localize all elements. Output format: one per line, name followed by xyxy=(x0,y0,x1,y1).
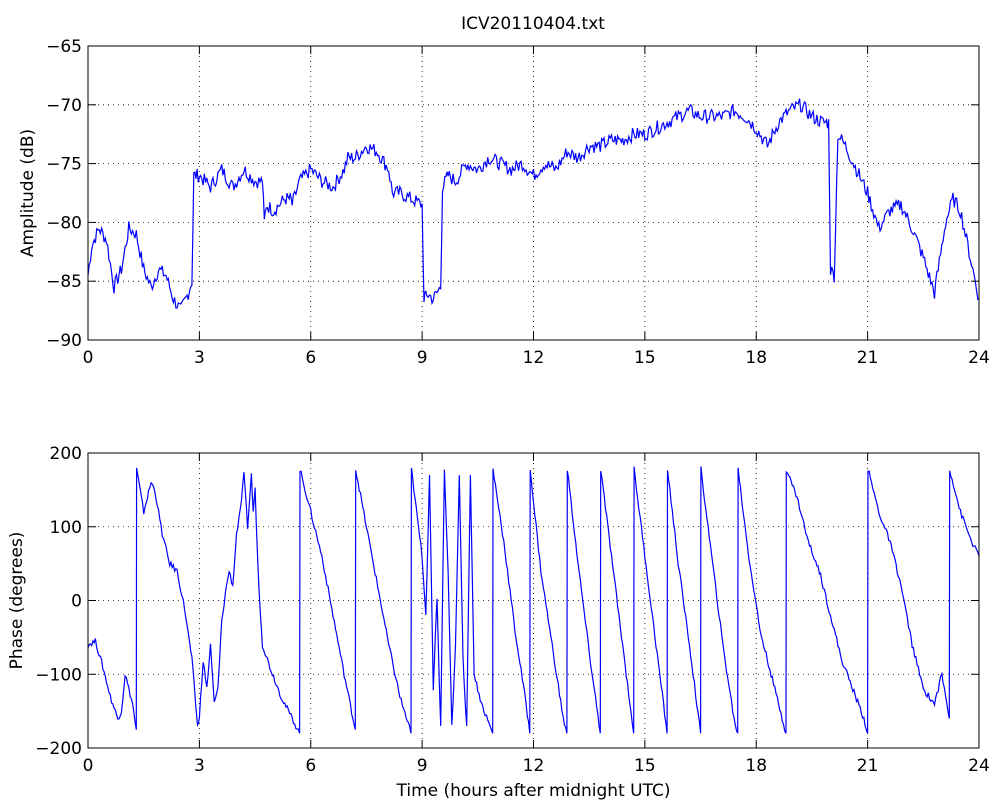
phase-ylabel: Phase (degrees) xyxy=(7,532,27,670)
phase-ticks: 0 3 6 9 12 15 18 21 24 200 100 0 −100 −200 xyxy=(35,444,990,776)
amplitude-x-tick-label: 6 xyxy=(305,348,316,368)
phase-x-tick-label: 18 xyxy=(745,756,767,776)
phase-y-tick-label: 100 xyxy=(50,518,82,538)
amplitude-grid xyxy=(88,46,979,340)
phase-y-tick-label: −100 xyxy=(35,665,82,685)
phase-x-tick-label: 21 xyxy=(857,756,879,776)
amplitude-x-tick-label: 21 xyxy=(857,348,879,368)
amplitude-x-tick-label: 18 xyxy=(745,348,767,368)
amplitude-ylabel: Amplitude (dB) xyxy=(18,129,38,257)
amplitude-series-line xyxy=(87,98,980,309)
amplitude-x-tick-label: 24 xyxy=(968,348,990,368)
phase-y-tick-label: −200 xyxy=(35,739,82,759)
phase-y-tick-label: 0 xyxy=(71,592,82,612)
amplitude-y-tick-label: −90 xyxy=(46,331,82,351)
phase-x-tick-label: 3 xyxy=(194,756,205,776)
amplitude-line-layer xyxy=(87,98,980,309)
phase-x-tick-label: 6 xyxy=(305,756,316,776)
amplitude-y-tick-label: −75 xyxy=(46,155,82,175)
amplitude-y-tick-label: −85 xyxy=(46,272,82,292)
phase-x-tick-label: 12 xyxy=(523,756,545,776)
phase-x-tick-label: 0 xyxy=(83,756,94,776)
amplitude-y-tick-label: −65 xyxy=(46,37,82,57)
phase-series-line xyxy=(87,466,980,734)
phase-y-tick-label: 200 xyxy=(50,444,82,464)
figure-title: ICV20110404.txt xyxy=(461,14,605,34)
amplitude-x-tick-label: 3 xyxy=(194,348,205,368)
phase-xlabel: Time (hours after midnight UTC) xyxy=(395,781,670,801)
phase-plot: 0 3 6 9 12 15 18 21 24 200 100 0 −100 −200 Phase (deg… xyxy=(7,444,990,801)
amplitude-x-tick-label: 12 xyxy=(523,348,545,368)
amplitude-x-tick-label: 0 xyxy=(83,348,94,368)
amplitude-y-tick-label: −80 xyxy=(46,213,82,233)
phase-line-layer xyxy=(87,466,980,734)
amplitude-ticks: 0 3 6 9 12 15 18 21 24 −65 −70 −75 −80 −85 −90 xyxy=(46,37,990,368)
amplitude-x-tick-label: 9 xyxy=(417,348,428,368)
phase-x-tick-label: 24 xyxy=(968,756,990,776)
phase-x-tick-label: 15 xyxy=(634,756,656,776)
amplitude-plot: 0 3 6 9 12 15 18 21 24 −65 −70 −75 −80 −85 −90 Amplitu… xyxy=(18,37,990,368)
amplitude-y-tick-label: −70 xyxy=(46,96,82,116)
amplitude-x-tick-label: 15 xyxy=(634,348,656,368)
phase-x-tick-label: 9 xyxy=(417,756,428,776)
